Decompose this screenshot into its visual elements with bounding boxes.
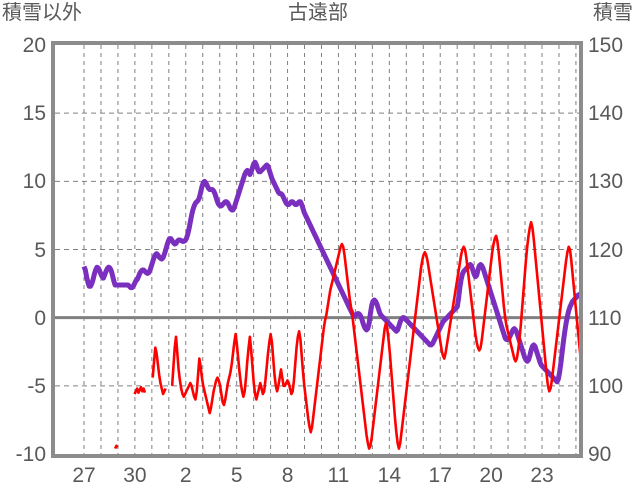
y2-axis-label-140: 140 [588,102,624,126]
x-axis-label-23: 23 [530,464,554,487]
left-axis-title: 積雪以外 [2,2,82,24]
y2-axis-label-130: 130 [588,170,624,194]
chart-title: 古遠部 [288,2,348,24]
y-axis-label-neg10: -10 [15,443,46,466]
x-axis-label-20: 20 [479,464,503,487]
plot-area [51,41,583,458]
x-axis-label-30: 30 [123,464,147,487]
y-axis-label-neg5: -5 [27,374,46,398]
y-axis-label-15: 15 [22,102,46,126]
x-axis-label-5: 5 [230,464,243,487]
x-axis-label-17: 17 [428,464,452,487]
y-axis-label-5: 5 [34,238,46,262]
y-axis-label-0: 0 [34,306,46,330]
x-axis-label-11: 11 [327,464,350,487]
y2-axis-label-100: 100 [588,374,624,398]
x-axis-label-14: 14 [377,464,401,487]
y-axis-label-10: 10 [22,170,46,194]
y2-axis-label-150: 150 [588,34,624,57]
plot-inner [55,45,579,454]
right-axis-title: 積雪 [593,2,633,24]
y2-axis-label-90: 90 [588,443,612,466]
y2-axis-label-110: 110 [588,306,622,330]
x-axis-label-2: 2 [179,464,192,487]
x-axis-label-27: 27 [72,464,96,487]
x-axis-label-8: 8 [281,464,294,487]
y2-axis-label-120: 120 [588,238,624,262]
chart-canvas [55,45,579,454]
y-axis-label-20: 20 [22,34,46,57]
